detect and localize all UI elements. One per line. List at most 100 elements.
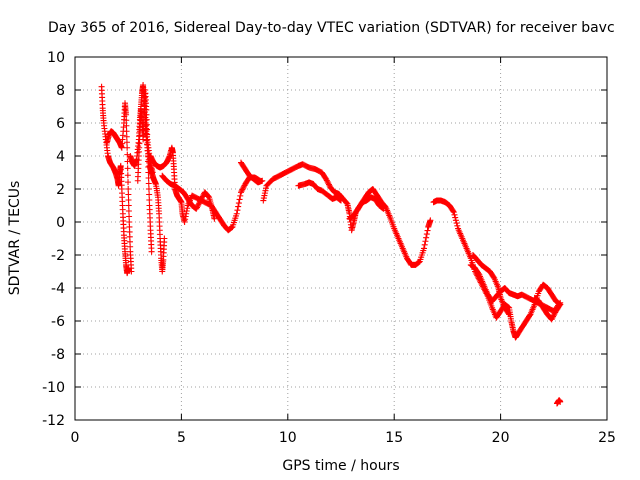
data-point — [450, 208, 457, 214]
data-point — [240, 185, 247, 192]
x-tick-label: 25 — [598, 430, 616, 446]
data-point — [235, 203, 242, 210]
y-tick-label: -4 — [51, 281, 65, 297]
data-point — [205, 193, 212, 200]
data-point — [123, 133, 130, 140]
data-point — [259, 177, 266, 184]
y-tick-label: 6 — [56, 116, 65, 132]
data-point — [505, 310, 512, 317]
data-point — [556, 302, 563, 309]
data-point — [423, 231, 430, 238]
y-tick-label: 10 — [47, 50, 65, 66]
data-point — [490, 274, 497, 280]
data-point — [125, 208, 132, 214]
data-point — [557, 301, 564, 308]
data-point — [424, 227, 431, 234]
data-point — [506, 311, 513, 318]
data-point — [454, 222, 461, 229]
y-tick-labels: -12 -10 -8 -6 -4 -2 0 2 4 6 8 10 — [42, 50, 65, 429]
x-tick-label: 5 — [177, 430, 186, 446]
data-point — [198, 196, 205, 203]
y-tick-label: 2 — [56, 182, 65, 198]
data-point — [237, 189, 244, 196]
data-point — [125, 191, 132, 198]
data-point — [146, 197, 153, 203]
axis-ticks — [74, 56, 608, 421]
data-series-sdtvar — [98, 82, 564, 407]
data-point — [234, 207, 241, 214]
data-point — [325, 180, 332, 187]
data-point — [196, 200, 203, 207]
data-point — [123, 139, 130, 146]
data-point — [421, 241, 428, 248]
data-point — [475, 270, 482, 277]
data-point — [236, 196, 243, 203]
chart-title: Day 365 of 2016, Sidereal Day-to-day VTE… — [48, 20, 615, 36]
data-point — [415, 259, 422, 266]
x-axis-title: GPS time / hours — [282, 458, 399, 474]
data-point — [123, 122, 130, 129]
y-tick-label: 0 — [56, 215, 65, 231]
data-point — [450, 209, 457, 216]
data-point — [323, 177, 330, 184]
data-point — [145, 186, 152, 192]
y-tick-label: -6 — [51, 314, 65, 330]
data-point — [125, 186, 132, 192]
data-point — [233, 210, 240, 217]
data-point — [196, 198, 203, 205]
y-tick-label: -12 — [42, 413, 65, 429]
x-tick-label: 20 — [492, 430, 510, 446]
data-point — [548, 316, 555, 323]
data-point — [124, 172, 131, 179]
data-point — [452, 217, 459, 224]
data-point — [123, 128, 130, 135]
x-tick-label: 10 — [279, 430, 297, 446]
y-tick-label: -2 — [51, 248, 65, 264]
data-point — [451, 211, 458, 218]
data-point — [453, 220, 460, 227]
data-point — [380, 205, 387, 212]
data-point — [198, 194, 205, 201]
data-point — [211, 215, 218, 222]
data-point — [423, 234, 430, 241]
data-point — [420, 245, 427, 252]
data-point — [125, 197, 132, 203]
data-point — [145, 180, 152, 187]
data-point — [427, 217, 434, 224]
data-point — [123, 117, 130, 124]
data-point — [526, 312, 533, 319]
y-axis-title: SDTVAR / TECUs — [7, 181, 23, 296]
x-tick-label: 0 — [71, 430, 80, 446]
data-point — [128, 268, 135, 275]
data-point — [195, 201, 202, 208]
data-point — [199, 193, 206, 200]
data-point — [238, 187, 245, 194]
x-tick-labels: 0 5 10 15 20 25 — [71, 430, 616, 446]
data-point — [240, 183, 247, 190]
data-point — [194, 203, 201, 210]
data-point — [550, 313, 557, 320]
data-point — [557, 398, 564, 405]
data-point — [124, 151, 131, 158]
data-point — [126, 213, 133, 220]
data-point — [125, 179, 132, 186]
data-point — [235, 200, 242, 207]
data-point — [124, 144, 131, 151]
data-point — [452, 214, 459, 221]
grid-lines — [75, 57, 607, 420]
plot-frame — [74, 56, 608, 421]
data-point — [124, 165, 131, 172]
y-tick-label: -10 — [42, 380, 65, 396]
data-point — [550, 312, 557, 319]
data-point — [125, 202, 132, 209]
data-point — [323, 176, 330, 183]
y-tick-label: 4 — [56, 149, 65, 165]
data-point — [194, 204, 201, 211]
data-point — [161, 235, 168, 242]
data-point — [148, 248, 155, 255]
data-point — [338, 197, 344, 204]
data-point — [146, 191, 153, 198]
data-point — [422, 238, 429, 245]
y-tick-label: -8 — [51, 347, 65, 363]
